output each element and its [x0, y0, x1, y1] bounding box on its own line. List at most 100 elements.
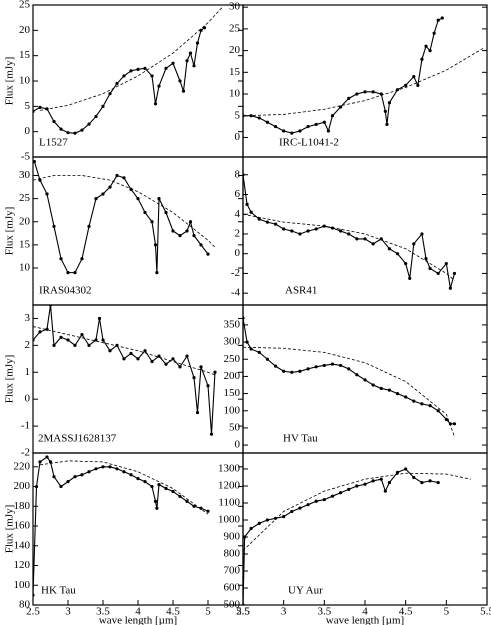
- data-point: [192, 504, 196, 508]
- y-tick-label: 350: [224, 318, 241, 330]
- data-point: [436, 409, 440, 413]
- data-point: [273, 364, 278, 368]
- y-tick-label: 0: [235, 247, 241, 259]
- data-point: [136, 357, 140, 361]
- data-point: [428, 49, 432, 53]
- data-point: [245, 340, 249, 344]
- data-point: [164, 362, 168, 366]
- data-point: [257, 116, 261, 120]
- data-point: [178, 234, 182, 238]
- data-point: [420, 232, 424, 236]
- data-point: [371, 479, 375, 483]
- data-point: [404, 395, 408, 399]
- y-tick-label: -2: [231, 267, 240, 279]
- data-point: [136, 477, 140, 481]
- panel-label: IRC-L1041-2: [279, 137, 339, 149]
- fit-curve: [243, 472, 471, 551]
- fit-curve: [39, 7, 223, 111]
- data-point: [363, 237, 367, 241]
- data-point: [265, 220, 269, 224]
- data-point: [115, 467, 119, 471]
- data-point: [452, 271, 457, 276]
- data-point: [424, 257, 428, 261]
- data-point: [444, 261, 448, 266]
- y-tick-label: 4: [235, 208, 241, 220]
- data-point: [282, 369, 286, 373]
- data-point: [436, 480, 440, 485]
- data-point: [314, 365, 318, 369]
- data-point: [387, 101, 391, 105]
- data-point: [136, 67, 140, 71]
- data-point: [265, 120, 269, 124]
- y-tick-label: 140: [14, 539, 31, 551]
- data-point: [243, 603, 245, 605]
- data-point: [94, 114, 98, 119]
- data-point: [178, 494, 182, 499]
- data-point: [363, 90, 367, 94]
- y-tick-label: 900: [224, 531, 241, 543]
- data-point: [80, 128, 84, 132]
- data-point: [101, 104, 105, 108]
- y-tick-label: 100: [14, 579, 31, 591]
- data-point: [298, 232, 302, 236]
- data-point: [45, 192, 49, 196]
- data-point: [347, 96, 351, 100]
- data-point: [436, 18, 440, 22]
- data-point: [143, 349, 147, 353]
- data-point: [408, 276, 412, 280]
- data-point: [273, 125, 278, 129]
- data-point: [387, 388, 391, 392]
- data-point: [192, 64, 196, 68]
- panel-label: 2MASSJ1628137: [38, 433, 117, 445]
- data-point: [355, 92, 359, 96]
- data-point: [157, 482, 161, 487]
- y-tick-label: 120: [14, 559, 31, 571]
- data-point: [153, 243, 158, 247]
- data-point: [129, 473, 133, 477]
- data-point: [249, 347, 253, 351]
- data-point: [143, 66, 147, 70]
- panel-frame: [32, 4, 244, 158]
- data-point: [115, 173, 119, 178]
- data-point: [143, 480, 147, 484]
- data-point: [448, 422, 452, 426]
- data-point: [282, 514, 286, 519]
- y-tick-label: 180: [14, 500, 31, 512]
- fit-curve: [243, 213, 455, 281]
- data-point: [290, 229, 294, 233]
- y-tick-label: -5: [21, 151, 31, 163]
- y-tick-label: 15: [19, 238, 31, 250]
- data-point: [363, 378, 367, 382]
- data-point: [122, 74, 126, 78]
- y-tick-label: 10: [229, 88, 241, 100]
- data-point: [52, 224, 56, 228]
- data-point: [306, 503, 310, 507]
- x-tick-label: 4.5: [166, 606, 180, 618]
- data-point: [87, 470, 91, 474]
- panel-frame: [242, 4, 488, 158]
- data-point: [181, 89, 186, 93]
- data-point: [33, 593, 35, 597]
- data-point: [298, 369, 302, 373]
- spectrum-line: [243, 17, 443, 134]
- data-point: [330, 494, 335, 498]
- data-point: [66, 271, 70, 275]
- data-point: [347, 487, 351, 491]
- fit-curve: [39, 460, 209, 515]
- data-point: [129, 187, 133, 191]
- spectrum-line: [33, 305, 216, 435]
- data-point: [38, 460, 42, 464]
- data-point: [428, 479, 432, 483]
- data-point: [387, 480, 391, 485]
- data-point: [52, 475, 56, 479]
- data-point: [192, 376, 196, 380]
- y-axis-label: Flux [mJy]: [4, 505, 16, 554]
- data-point: [188, 51, 193, 55]
- plot-area: [243, 467, 471, 605]
- y-tick-label: -1: [21, 420, 30, 432]
- spectrum-line: [33, 161, 209, 274]
- x-tick-label: 5: [444, 606, 450, 618]
- fit-curve: [33, 326, 216, 376]
- data-point: [420, 57, 424, 61]
- x-tick-label: 2.5: [26, 606, 40, 618]
